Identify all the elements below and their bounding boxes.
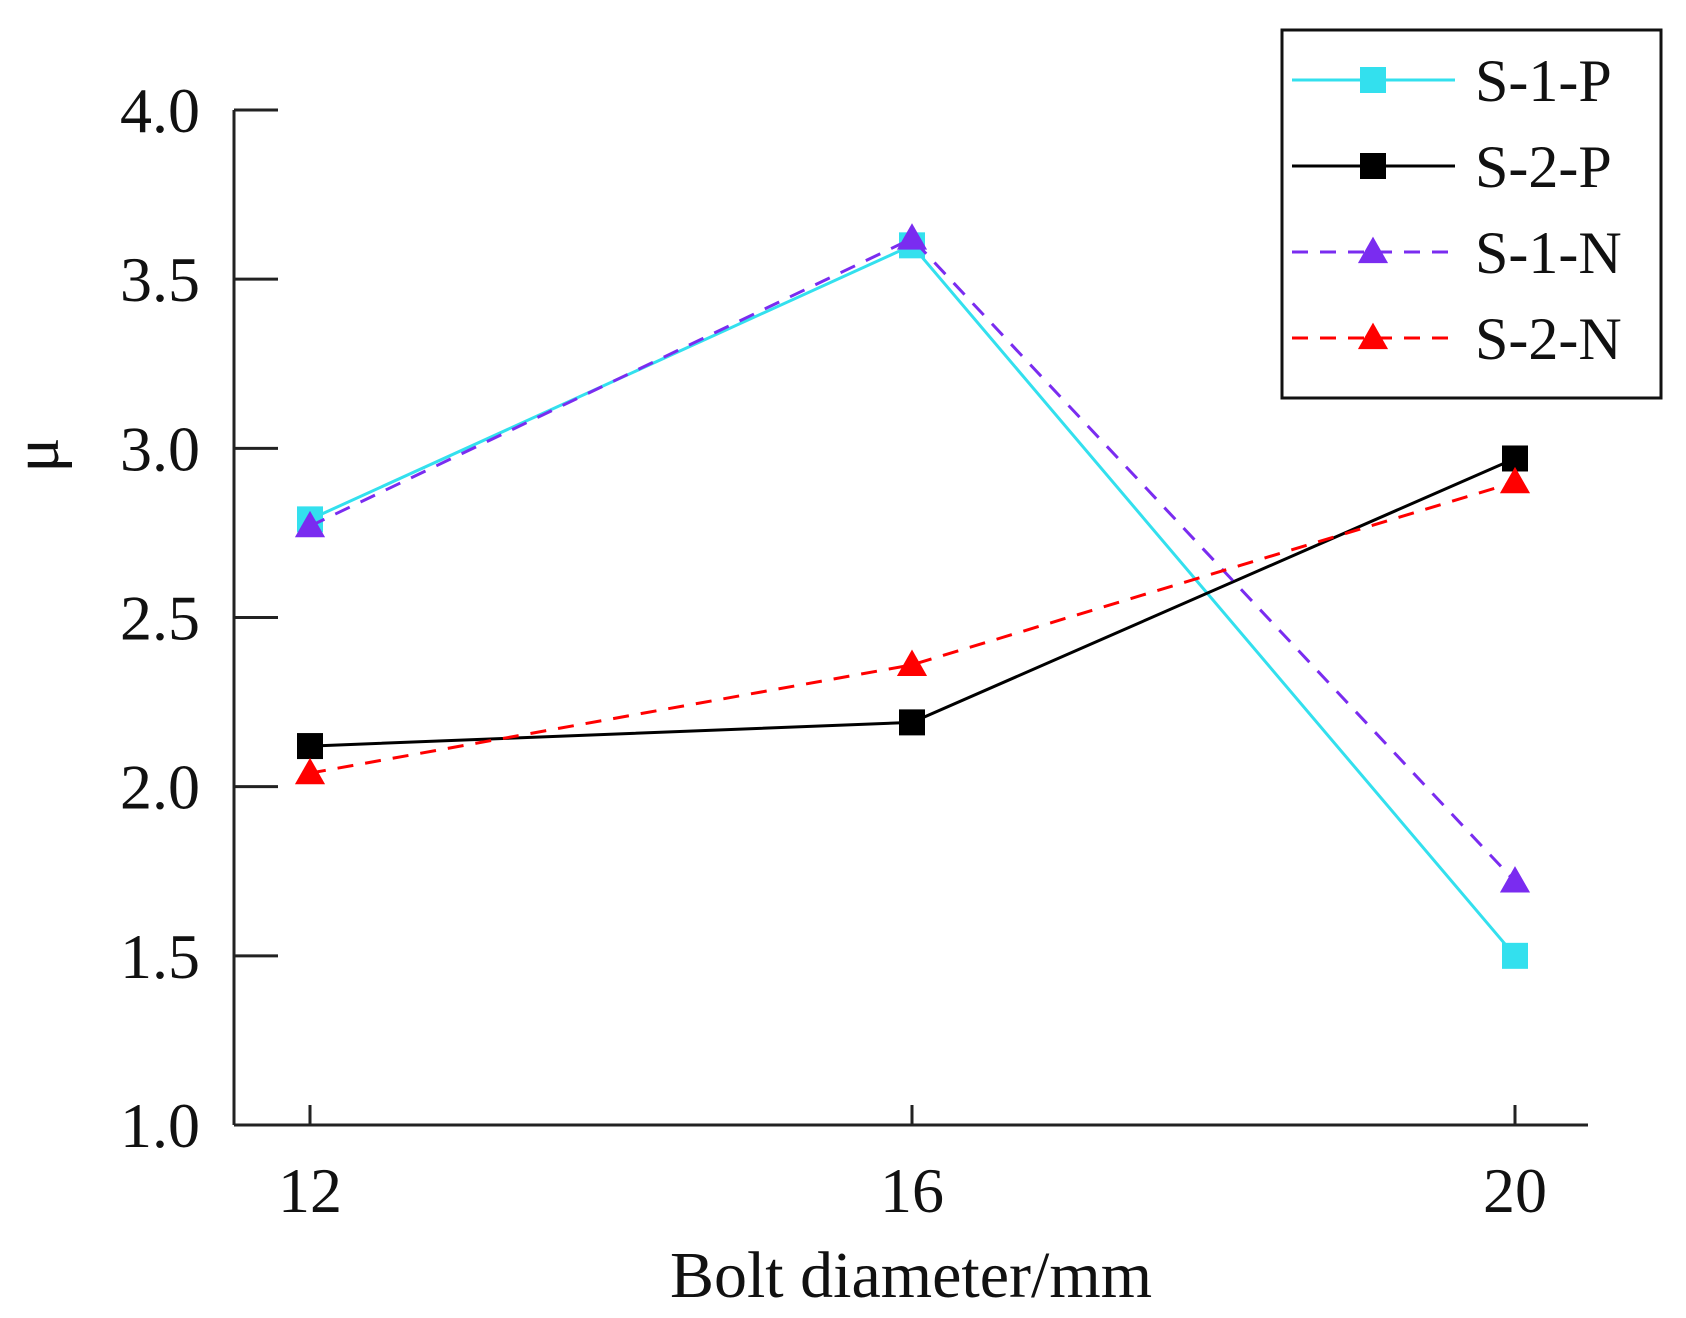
y-tick-label: 1.5	[120, 921, 200, 992]
ticks: 1.0 1.5 2.0 2.5 3.0 3.5 4.0 12 16 20	[120, 75, 1547, 1226]
y-tick-label: 2.0	[120, 752, 200, 823]
data-point	[899, 709, 925, 736]
data-point	[297, 733, 323, 760]
legend-marker	[1360, 153, 1386, 179]
legend-marker	[1357, 236, 1389, 264]
x-tick-label: 16	[880, 1155, 944, 1226]
legend-label: S-2-P	[1475, 134, 1612, 200]
x-tick-label: 12	[278, 1155, 342, 1226]
legend-marker	[1357, 322, 1389, 350]
series-line	[309, 480, 1516, 775]
data-point	[294, 510, 326, 538]
y-tick-label: 4.0	[120, 75, 200, 146]
data-point	[1499, 466, 1531, 494]
series-line	[309, 457, 1516, 748]
y-tick-label: 3.5	[120, 244, 200, 315]
y-tick-label: 2.5	[120, 583, 200, 654]
x-tick-label: 20	[1483, 1155, 1547, 1226]
legend-label: S-2-N	[1475, 306, 1622, 372]
legend: S-1-P S-2-P S-1-N S-2-N	[1280, 28, 1663, 400]
data-point	[1499, 866, 1531, 893]
data-point	[1502, 942, 1528, 969]
y-tick-label: 1.0	[120, 1090, 200, 1161]
series-s-2-p	[297, 445, 1528, 760]
series-s-1-n	[294, 223, 1531, 893]
x-axis-title: Bolt diameter/mm	[670, 1239, 1152, 1312]
legend-marker	[1360, 67, 1386, 93]
series	[294, 223, 1531, 969]
y-axis-title: μ	[0, 437, 73, 472]
legend-label: S-1-P	[1475, 48, 1612, 114]
legend-label: S-1-N	[1475, 220, 1622, 286]
y-tick-label: 3.0	[120, 413, 200, 484]
series-s-2-n	[294, 466, 1531, 785]
legend-box	[1280, 28, 1663, 400]
data-point	[294, 757, 326, 785]
data-point	[896, 223, 928, 250]
data-point	[896, 649, 928, 676]
